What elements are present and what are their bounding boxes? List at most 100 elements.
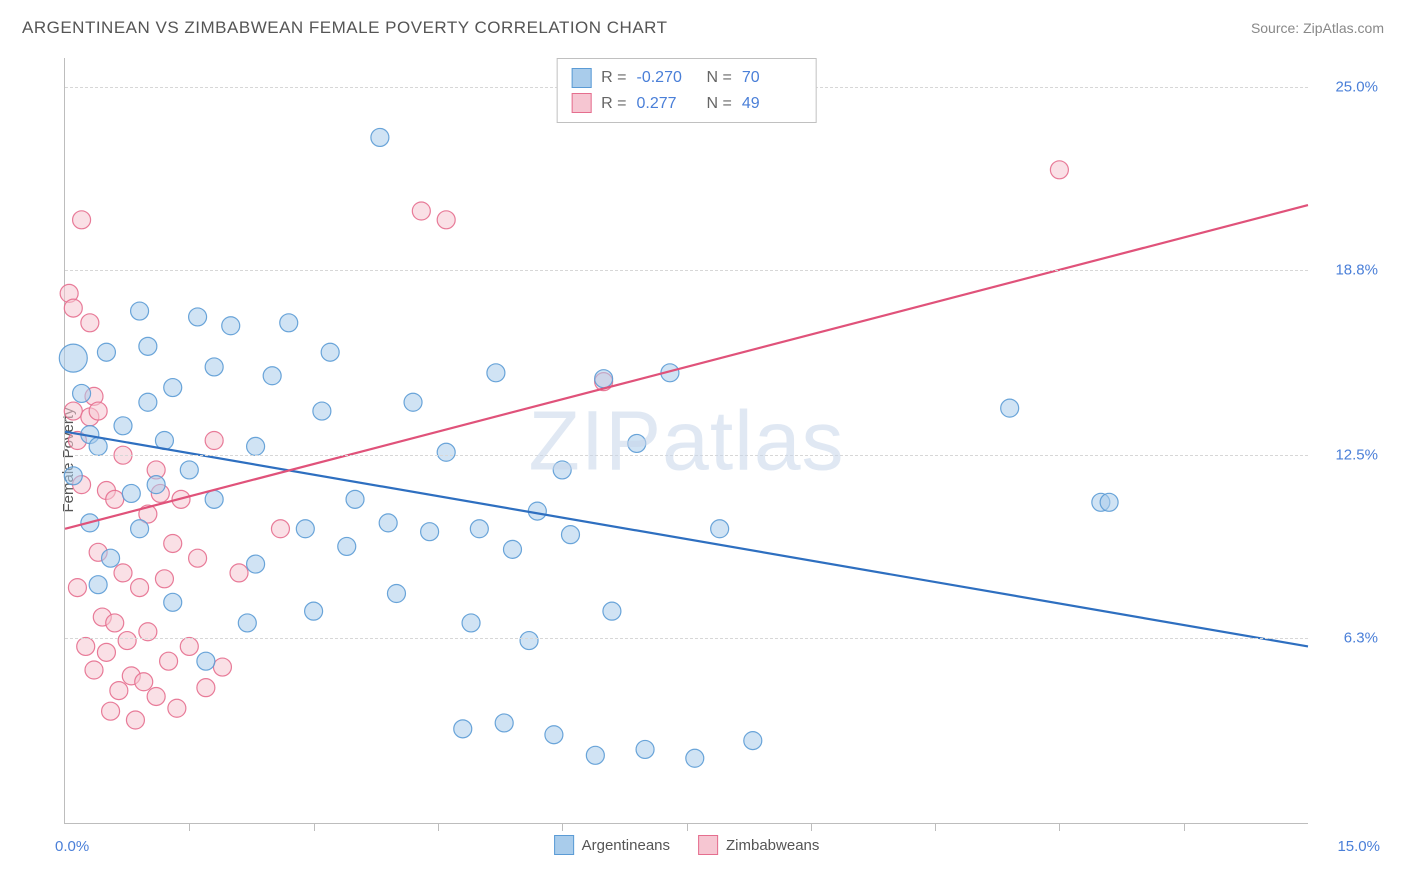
scatter-point <box>189 308 207 326</box>
r-value: -0.270 <box>637 65 697 91</box>
trend-line <box>65 205 1308 529</box>
scatter-point <box>636 740 654 758</box>
scatter-point <box>495 714 513 732</box>
scatter-point <box>296 520 314 538</box>
scatter-svg <box>65 58 1308 823</box>
scatter-point <box>545 726 563 744</box>
scatter-point <box>238 614 256 632</box>
n-label: N = <box>707 91 732 117</box>
scatter-point <box>711 520 729 538</box>
scatter-point <box>247 555 265 573</box>
scatter-point <box>437 443 455 461</box>
scatter-point <box>64 467 82 485</box>
scatter-point <box>338 537 356 555</box>
legend-label-zimbabweans: Zimbabweans <box>726 837 819 854</box>
scatter-point <box>139 337 157 355</box>
scatter-point <box>164 534 182 552</box>
scatter-point <box>160 652 178 670</box>
scatter-point <box>197 679 215 697</box>
scatter-point <box>346 490 364 508</box>
y-tick-label: 25.0% <box>1335 79 1378 96</box>
scatter-point <box>189 549 207 567</box>
chart-title: ARGENTINEAN VS ZIMBABWEAN FEMALE POVERTY… <box>22 18 668 38</box>
x-tick <box>687 823 688 831</box>
n-value: 70 <box>742 65 802 91</box>
x-tick <box>314 823 315 831</box>
x-axis-max-label: 15.0% <box>1337 838 1380 855</box>
scatter-point <box>64 299 82 317</box>
scatter-point <box>487 364 505 382</box>
scatter-point <box>68 579 86 597</box>
scatter-point <box>155 570 173 588</box>
scatter-point <box>421 523 439 541</box>
scatter-point <box>628 434 646 452</box>
x-tick <box>1184 823 1185 831</box>
stats-row-argentineans: R = -0.270 N = 70 <box>571 65 802 91</box>
x-axis-min-label: 0.0% <box>55 838 89 855</box>
scatter-point <box>222 317 240 335</box>
x-tick <box>562 823 563 831</box>
scatter-point <box>118 632 136 650</box>
y-tick-label: 12.5% <box>1335 447 1378 464</box>
scatter-point <box>1100 493 1118 511</box>
scatter-point <box>135 673 153 691</box>
scatter-point <box>97 343 115 361</box>
scatter-point <box>164 593 182 611</box>
scatter-point <box>553 461 571 479</box>
n-value: 49 <box>742 91 802 117</box>
plot-area: ZIPatlas R =-0.270N =70R =0.277N =49 0.0… <box>64 58 1308 824</box>
scatter-point <box>205 432 223 450</box>
legend-label-argentineans: Argentineans <box>582 837 670 854</box>
series-legend: Argentineans Zimbabweans <box>554 835 820 855</box>
scatter-point <box>85 661 103 679</box>
x-tick <box>811 823 812 831</box>
scatter-point <box>168 699 186 717</box>
x-tick <box>935 823 936 831</box>
scatter-point <box>586 746 604 764</box>
scatter-point <box>106 614 124 632</box>
scatter-point <box>81 314 99 332</box>
gridline-h <box>65 638 1308 639</box>
scatter-point <box>89 437 107 455</box>
scatter-point <box>213 658 231 676</box>
scatter-point <box>247 437 265 455</box>
scatter-point <box>114 564 132 582</box>
legend-item-argentineans: Argentineans <box>554 835 670 855</box>
scatter-point <box>437 211 455 229</box>
n-label: N = <box>707 65 732 91</box>
trend-line <box>65 432 1308 647</box>
scatter-point <box>64 402 82 420</box>
gridline-h <box>65 270 1308 271</box>
scatter-point <box>97 643 115 661</box>
scatter-point <box>462 614 480 632</box>
scatter-point <box>321 343 339 361</box>
scatter-point <box>603 602 621 620</box>
y-tick-label: 6.3% <box>1344 629 1378 646</box>
scatter-point <box>686 749 704 767</box>
r-label: R = <box>601 91 626 117</box>
scatter-point <box>122 484 140 502</box>
source-label: Source: ZipAtlas.com <box>1251 20 1384 36</box>
x-tick <box>438 823 439 831</box>
scatter-point <box>126 711 144 729</box>
scatter-point <box>114 417 132 435</box>
scatter-point <box>305 602 323 620</box>
scatter-point <box>102 549 120 567</box>
scatter-point <box>77 637 95 655</box>
scatter-point <box>1001 399 1019 417</box>
scatter-point <box>106 490 124 508</box>
scatter-point <box>503 540 521 558</box>
scatter-point <box>147 687 165 705</box>
scatter-point <box>180 637 198 655</box>
scatter-point <box>280 314 298 332</box>
scatter-point <box>561 526 579 544</box>
chart-container: Female Poverty ZIPatlas R =-0.270N =70R … <box>22 58 1384 862</box>
scatter-point <box>205 490 223 508</box>
scatter-point <box>520 632 538 650</box>
r-label: R = <box>601 65 626 91</box>
scatter-point <box>164 379 182 397</box>
scatter-point <box>230 564 248 582</box>
scatter-point <box>102 702 120 720</box>
scatter-point <box>131 520 149 538</box>
swatch-icon <box>571 93 591 113</box>
